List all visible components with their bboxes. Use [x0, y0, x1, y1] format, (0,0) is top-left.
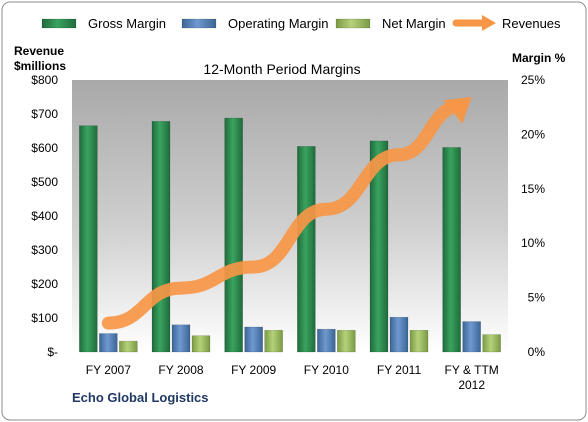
net-margin-bar [191, 335, 211, 353]
right-tick-label: 10% [521, 236, 545, 250]
x-tick-label: FY & TTM 2012 [445, 363, 499, 392]
operating-margin-bar [462, 321, 481, 353]
x-tick-label: FY 2008 [158, 363, 203, 377]
net-margin-bar [409, 329, 429, 353]
x-axis-labels: FY 2007 FY 2008 FY 2009 FY 2010 FY 2011 FY & … [86, 363, 499, 392]
operating-margin-bar [171, 324, 191, 353]
right-axis-ticks: 0% 5% 10% 15% 20% 25% [521, 73, 545, 359]
x-tick-label: FY 2009 [231, 363, 276, 377]
right-tick-label: 5% [528, 291, 546, 305]
left-tick-label: $400 [31, 209, 58, 223]
gross-margin-legend-swatch [41, 18, 77, 29]
operating-margin-bar [317, 328, 336, 353]
net-margin-legend-swatch [335, 18, 371, 29]
operating-margin-bar [99, 333, 118, 353]
x-tick-label: FY 2011 [377, 363, 422, 377]
revenue-line [101, 97, 472, 330]
left-tick-label: $100 [31, 311, 58, 325]
left-axis-label-line1: Revenue [14, 44, 64, 58]
left-tick-label: $- [47, 345, 58, 359]
company-label: Echo Global Logistics [72, 390, 209, 405]
revenues-line [101, 99, 468, 330]
net-margin-bar [264, 329, 283, 353]
operating-margin-bar [389, 316, 409, 353]
left-tick-label: $200 [31, 277, 58, 291]
gross-margin-bar [369, 140, 389, 353]
net-margin-bar [482, 334, 501, 353]
left-tick-label: $700 [31, 107, 58, 121]
right-tick-label: 25% [521, 73, 545, 87]
x-tick-label: FY 2010 [304, 363, 349, 377]
operating-margin-bar [244, 326, 263, 353]
revenues-legend-arrowhead [482, 15, 496, 31]
x-tick-label: FY 2007 [86, 363, 131, 377]
operating-margin-legend-label: Operating Margin [228, 16, 328, 31]
revenues-arrowhead [443, 97, 472, 124]
legend: Gross Margin Operating Margin Net Margin Re… [41, 15, 561, 31]
revenues-legend-label: Revenues [502, 16, 561, 31]
net-margin-bar [119, 340, 138, 353]
chart-title: 12-Month Period Margins [203, 61, 360, 77]
left-tick-label: $500 [31, 175, 58, 189]
left-tick-label: $600 [31, 141, 58, 155]
left-tick-label: $300 [31, 243, 58, 257]
net-margin-bar [337, 329, 356, 353]
right-axis-label: Margin % [512, 51, 566, 65]
net-margin-legend-label: Net Margin [382, 16, 446, 31]
gross-margin-bar [151, 121, 171, 353]
right-tick-label: 20% [521, 127, 545, 141]
left-axis-ticks: $- $100 $200 $300 $400 $500 $600 $700 $800 [31, 73, 58, 359]
gross-margin-bar [79, 125, 98, 353]
gross-margin-bar [442, 147, 461, 353]
gross-margin-legend-label: Gross Margin [88, 16, 166, 31]
operating-margin-legend-swatch [181, 18, 217, 29]
left-tick-label: $800 [31, 73, 58, 87]
gross-margin-bar [224, 117, 243, 353]
right-tick-label: 15% [521, 182, 545, 196]
right-tick-label: 0% [528, 345, 546, 359]
left-axis-label-line2: $millions [14, 59, 66, 73]
bars [79, 117, 501, 353]
gross-margin-bar [297, 146, 316, 353]
